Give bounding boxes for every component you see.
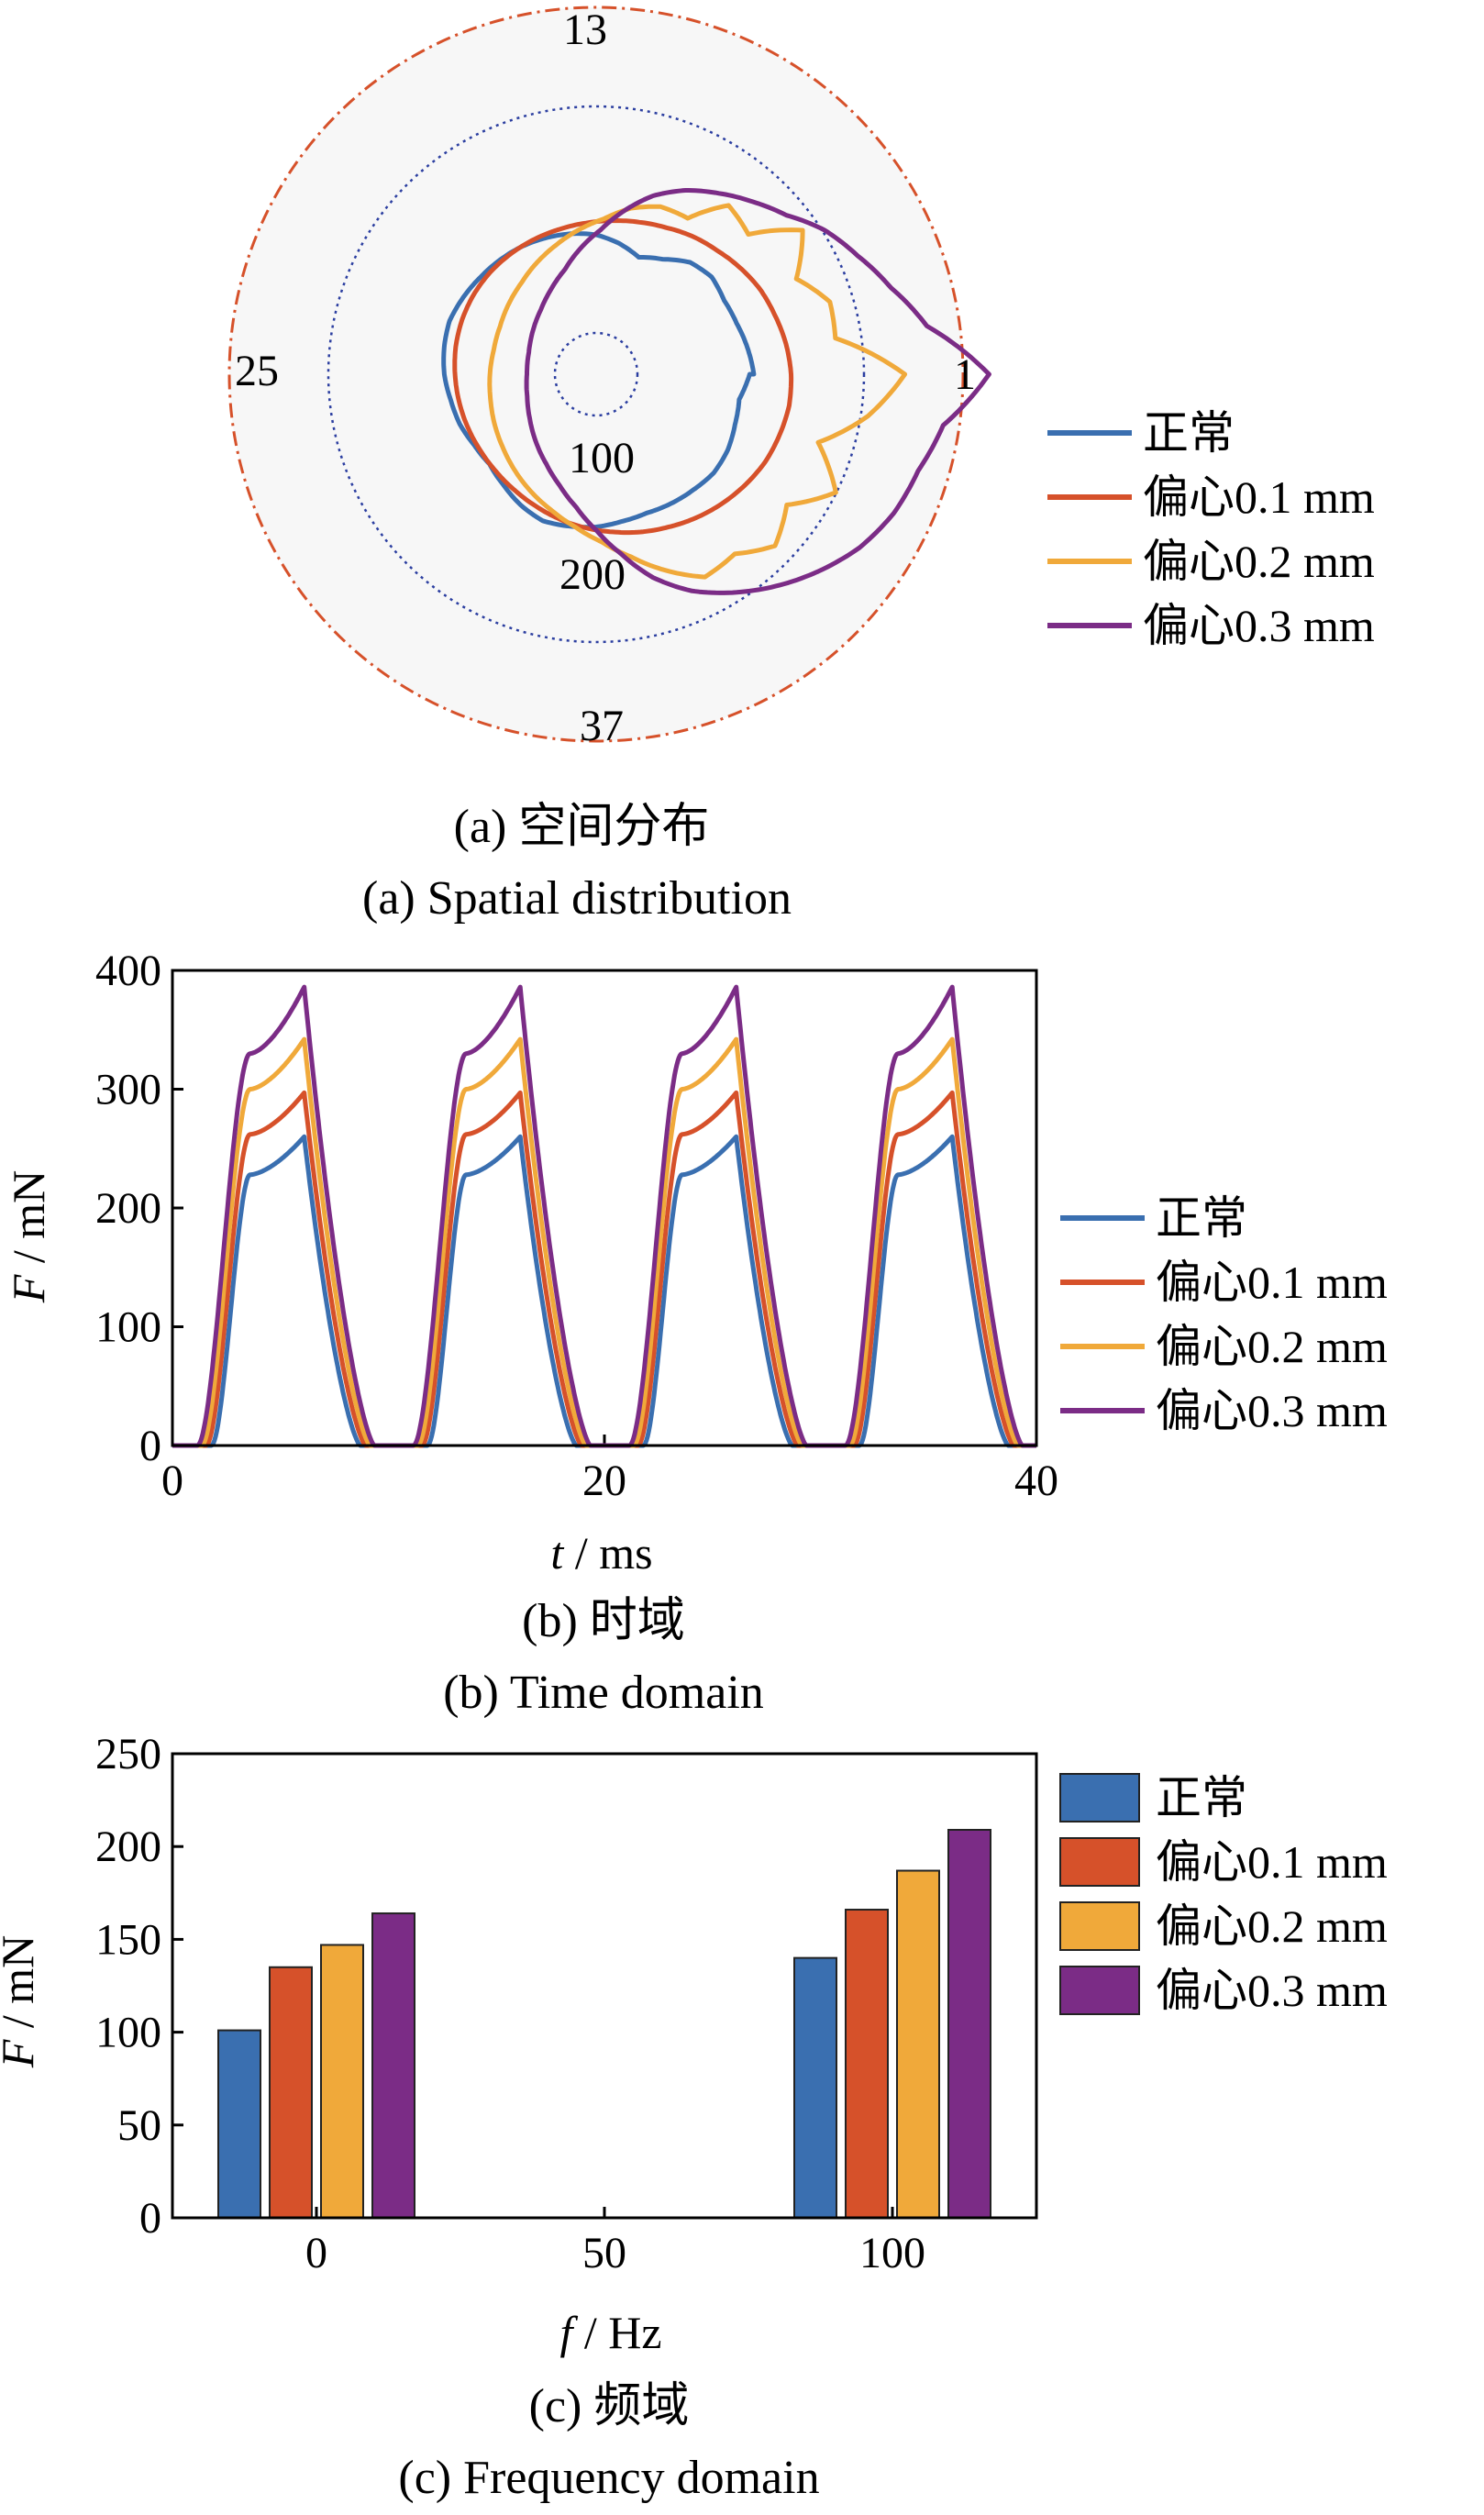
bar-y-tick-label-150: 150 (95, 1915, 161, 1964)
bar-chart-frame (171, 1752, 1038, 2220)
y-tick-label-200: 200 (95, 1184, 161, 1233)
polar-series-0-3-mm (524, 188, 991, 595)
line-chart-frame (171, 969, 1038, 1447)
bar-0hz-0-1-mm (269, 1966, 313, 2219)
legend-label-2: 偏心0.2 mm (1143, 536, 1375, 587)
bar-y-tick-label-50: 50 (117, 2101, 161, 2150)
legend-label-1: 偏心0.1 mm (1156, 1836, 1388, 1888)
caption-a-en: (a) Spatial distribution (362, 872, 792, 925)
bar-y-tick-label-0: 0 (139, 2194, 161, 2243)
line-series-0-3-mm (171, 984, 1038, 1448)
polar-angle-label-top: 13 (563, 6, 607, 54)
bar-0hz-0-3-mm (371, 1912, 415, 2219)
y-tick-label-400: 400 (95, 947, 161, 995)
legend-swatch-2 (1059, 1901, 1140, 1951)
bar-x-tick-label-0: 0 (305, 2229, 327, 2277)
polar-angle-label-right: 1 (954, 350, 976, 399)
bar-y-tick-label-200: 200 (95, 1823, 161, 1871)
caption-c-en: (c) Frequency domain (398, 2452, 819, 2504)
legend-label-0: 正常 (1156, 1772, 1247, 1823)
polar-series-0-1-mm (452, 218, 794, 536)
line-chart-axes: 0 100 200 300 400 0 20 40 (95, 947, 1058, 1505)
y-tick-label-300: 300 (95, 1066, 161, 1114)
line-series-normal (171, 1134, 1038, 1448)
line-chart-ylabel: F / mN (3, 1170, 54, 1303)
legend-label-0: 正常 (1143, 407, 1235, 459)
bar-100hz-0-1-mm (845, 1909, 889, 2220)
bar-0hz-0-2-mm (320, 1944, 364, 2219)
polar-outer-ring (227, 6, 965, 743)
x-tick-label-0: 0 (161, 1457, 183, 1505)
line-series-0-1-mm (171, 1090, 1038, 1448)
caption-b-en: (b) Time domain (443, 1667, 764, 1719)
x-tick-label-40: 40 (1014, 1457, 1058, 1505)
bar-chart-xlabel: f / Hz (559, 2307, 661, 2358)
polar-angle-label-left: 25 (235, 347, 279, 395)
polar-series-0-2-mm (487, 203, 908, 580)
bar-x-tick-label-100: 100 (859, 2229, 925, 2277)
legend-label-3: 偏心0.3 mm (1156, 1965, 1388, 2016)
legend-label-3: 偏心0.3 mm (1143, 600, 1375, 651)
x-tick-label-20: 20 (582, 1457, 626, 1505)
polar-series-lines (441, 188, 991, 595)
bar-100hz-0-3-mm (947, 1828, 991, 2219)
polar-ring-0 (553, 331, 639, 417)
polar-background (229, 7, 963, 741)
legend-swatch-3 (1059, 1966, 1140, 2015)
legend-label-2: 偏心0.2 mm (1156, 1900, 1388, 1952)
bar-100hz-0-2-mm (896, 1869, 940, 2219)
y-tick-label-100: 100 (95, 1303, 161, 1352)
polar-angle-label-bottom: 37 (580, 702, 624, 750)
caption-a-cn: (a) 空间分布 (454, 801, 710, 853)
bar-y-tick-label-250: 250 (95, 1730, 161, 1778)
bar-y-tick-label-100: 100 (95, 2009, 161, 2057)
legend-label-2: 偏心0.2 mm (1156, 1321, 1388, 1372)
line-chart-panel: 0 100 200 300 400 0 20 40 F / mN t / ms 正常偏心0.1… (3, 947, 1388, 1719)
legend-swatch-1 (1059, 1837, 1140, 1887)
legend-label-1: 偏心0.1 mm (1143, 471, 1375, 523)
caption-c-cn: (c) 频域 (529, 2380, 690, 2432)
y-tick-label-0: 0 (139, 1422, 161, 1470)
legend-swatch-0 (1059, 1773, 1140, 1823)
polar-series-normal (441, 231, 757, 530)
caption-b-cn: (b) 时域 (522, 1595, 685, 1647)
bar-chart-axes: 0 50 100 150 200 250 0 50 100 (95, 1730, 925, 2277)
line-chart-xlabel: t / ms (550, 1527, 652, 1579)
polar-radial-label-200: 200 (559, 550, 626, 599)
polar-ring-1 (327, 105, 866, 644)
bar-100hz-normal (793, 1956, 837, 2219)
legend-label-0: 正常 (1156, 1192, 1247, 1244)
line-series-0-2-mm (171, 1036, 1038, 1448)
polar-radial-label-100: 100 (569, 434, 635, 482)
bar-x-tick-label-50: 50 (582, 2229, 626, 2277)
bar-chart-bars (217, 1828, 991, 2220)
legend-label-3: 偏心0.3 mm (1156, 1385, 1388, 1436)
polar-radial-rings (327, 105, 866, 644)
line-chart-series (171, 984, 1038, 1448)
bar-0hz-normal (217, 2029, 261, 2219)
legend-label-1: 偏心0.1 mm (1156, 1257, 1388, 1308)
bar-chart-ylabel: F / mN (0, 1935, 43, 2068)
bar-chart-panel: 0 50 100 150 200 250 0 50 100 F / mN f / Hz 正常偏心… (0, 1730, 1388, 2504)
